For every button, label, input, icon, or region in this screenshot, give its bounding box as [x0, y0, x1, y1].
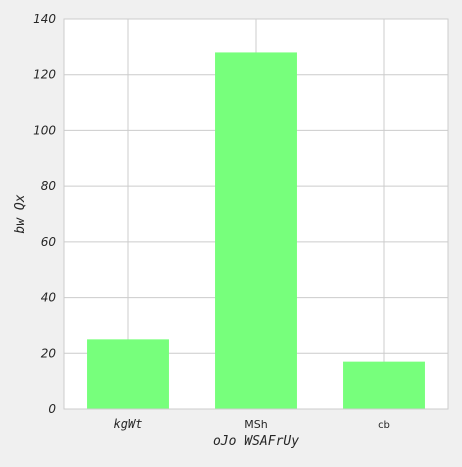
y-tick-label: 80	[41, 179, 57, 193]
x-axis-label: oJo WSAFrUy	[213, 434, 299, 449]
plot-frame	[63, 18, 449, 410]
x-tick-label: kgWt	[114, 417, 143, 431]
y-tick-label: 120	[33, 68, 56, 82]
y-tick-label: 40	[41, 291, 57, 305]
x-tick-label: MSh	[244, 418, 267, 431]
y-tick-label: 140	[33, 12, 56, 26]
y-tick-labels: 0 20 40 60 80 100 120 140	[33, 12, 56, 416]
y-tick-label: 0	[48, 402, 56, 416]
bars	[87, 52, 425, 410]
bar-cb	[343, 361, 425, 409]
x-tick-label: cb	[378, 420, 390, 431]
bar-MSh	[215, 52, 297, 410]
y-axis-label: bw Qx	[13, 194, 28, 233]
bar-kgWt	[87, 339, 169, 409]
y-tick-label: 60	[41, 235, 57, 249]
y-tick-label: 20	[41, 346, 57, 360]
y-tick-label: 100	[33, 123, 56, 137]
x-tick-labels: kgWt MSh cb	[114, 417, 390, 431]
